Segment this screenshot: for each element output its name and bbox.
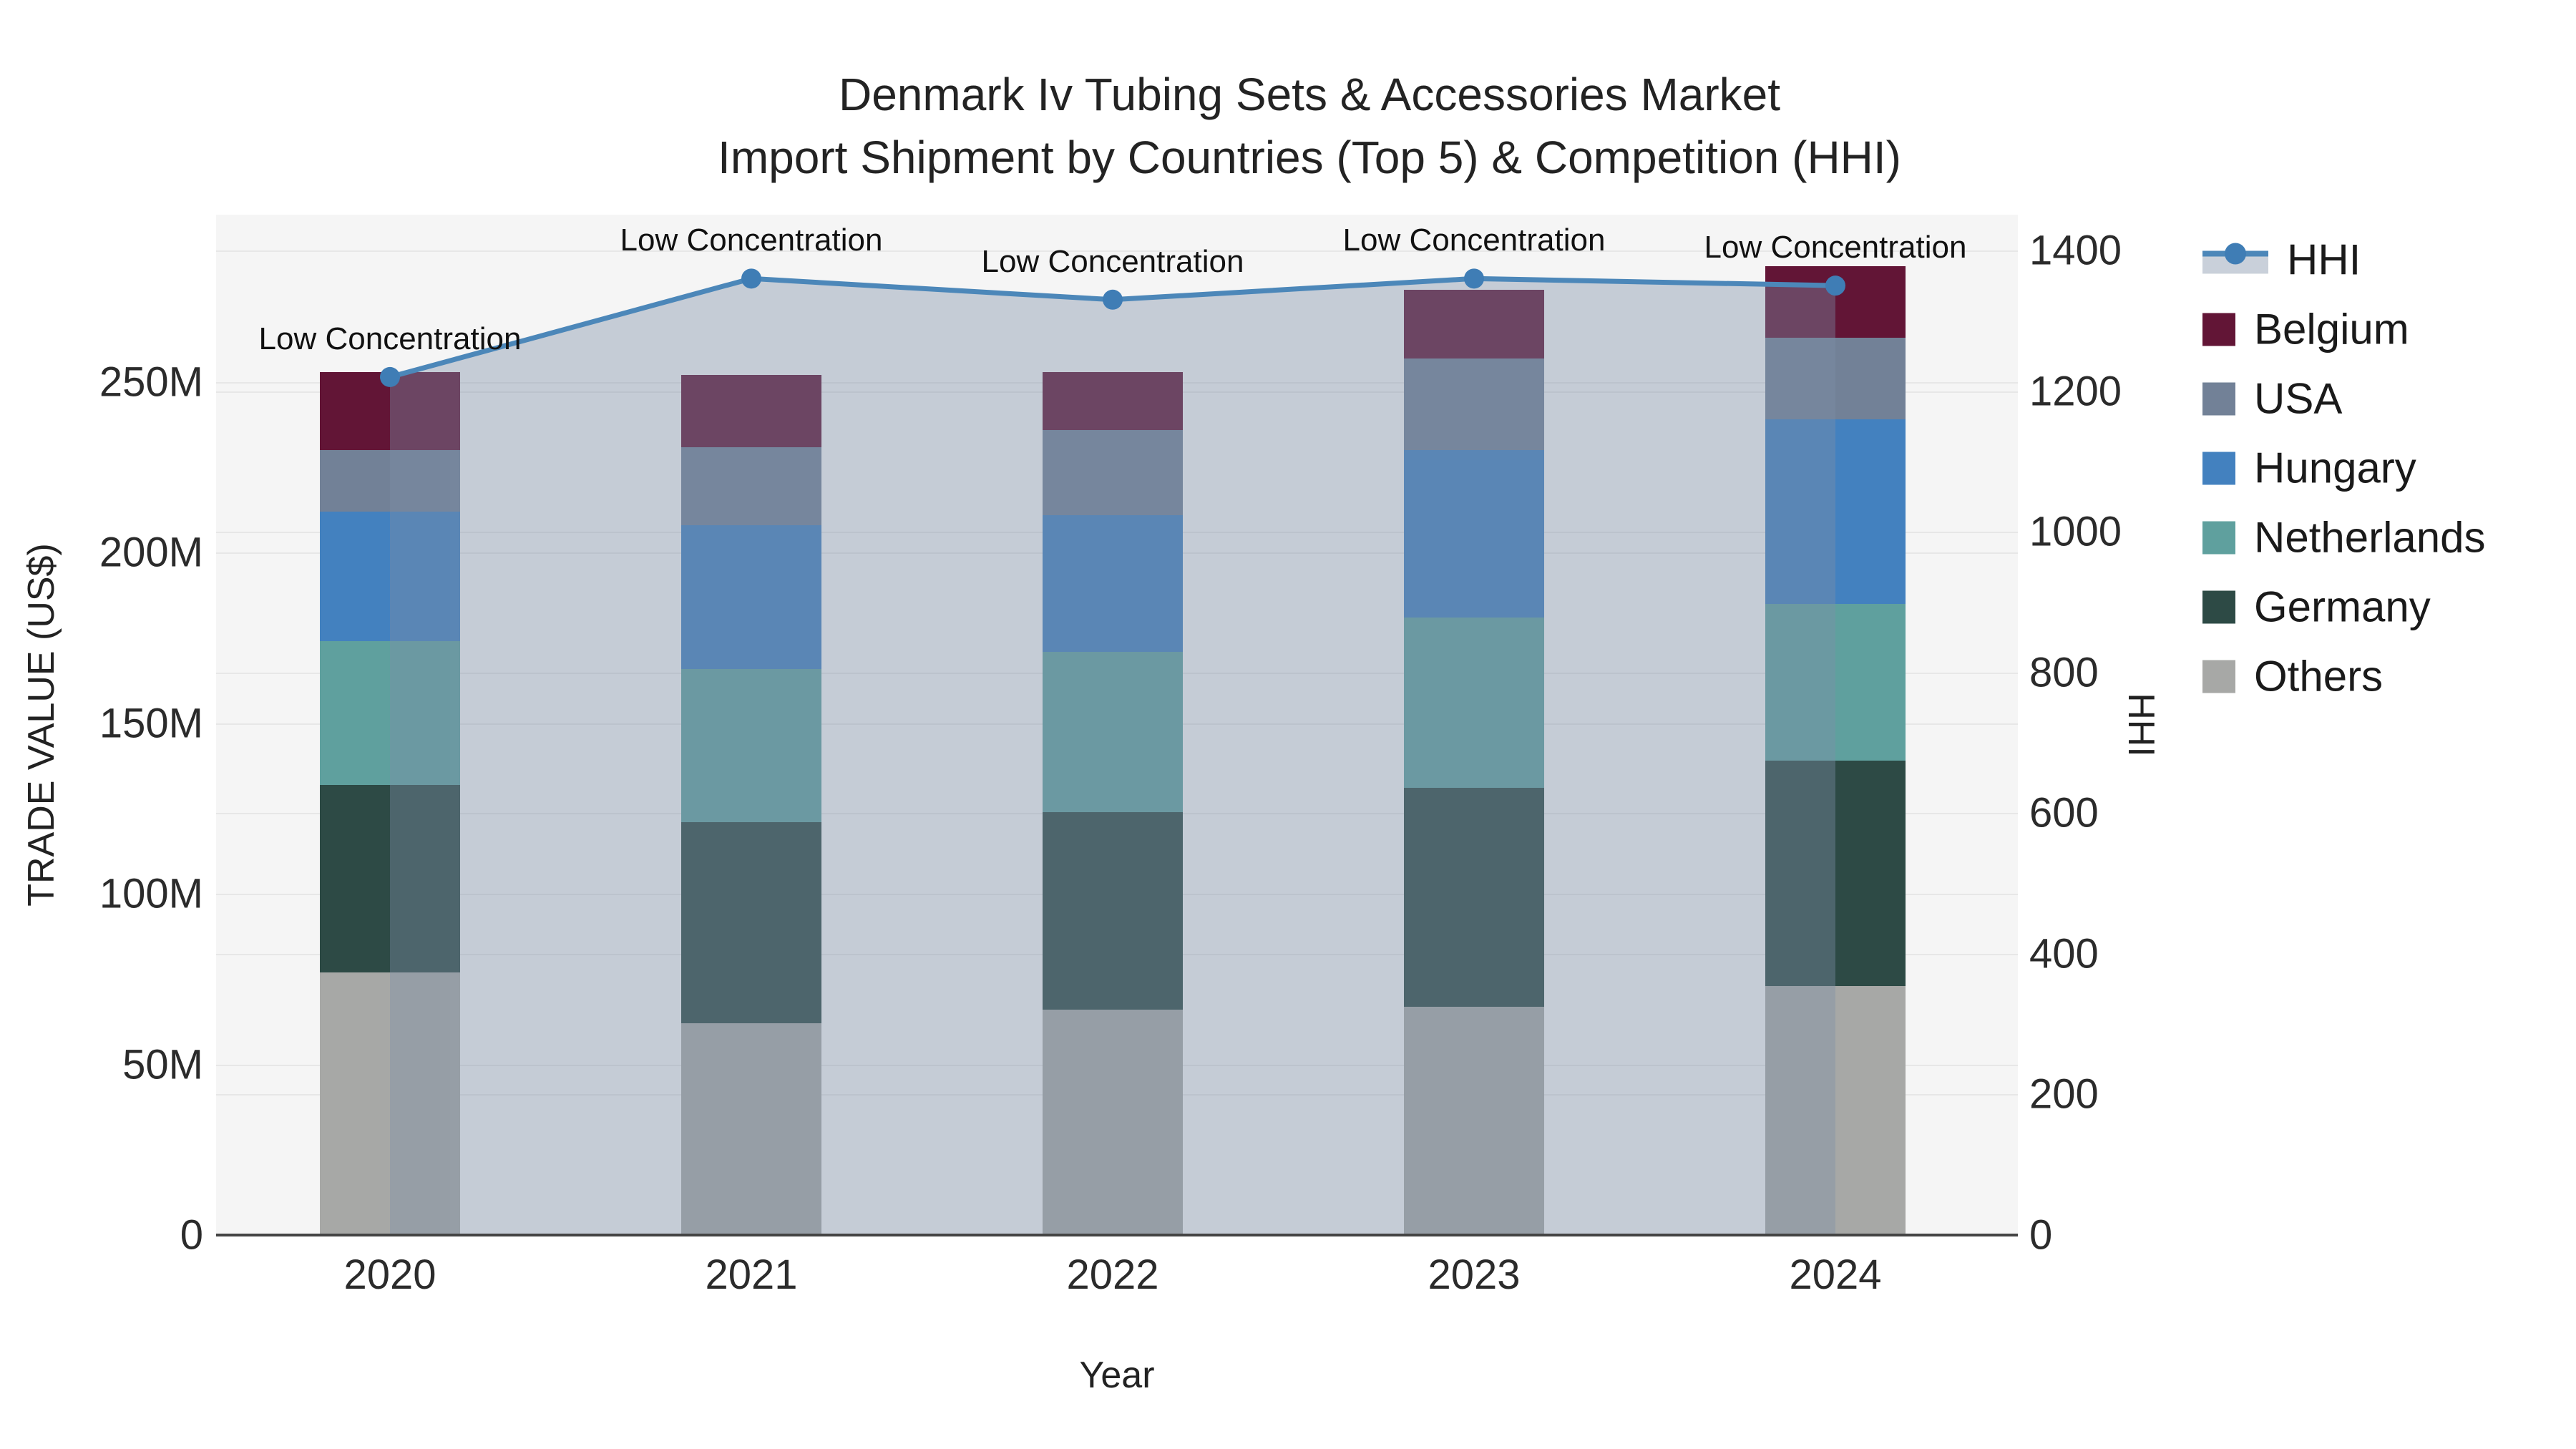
bar-segment-usa-2020 <box>320 450 460 512</box>
tick-yleft-100M: 100M <box>99 870 203 917</box>
bar-segment-usa-2024 <box>1765 338 1906 420</box>
y-axis-right-title: HHI <box>2120 693 2162 757</box>
tick-x-2021: 2021 <box>705 1252 798 1298</box>
bar-segment-others-2024 <box>1765 985 1906 1235</box>
bar-segment-hungary-2022 <box>1043 514 1183 652</box>
legend-item-usa[interactable]: USA <box>2202 374 2342 424</box>
bar-segment-others-2022 <box>1043 1010 1183 1235</box>
legend-label-netherlands: Netherlands <box>2254 513 2486 562</box>
bar-segment-belgium-2023 <box>1404 290 1544 358</box>
legend-item-belgium[interactable]: Belgium <box>2202 305 2409 354</box>
bar-segment-hungary-2020 <box>320 512 460 642</box>
bar-segment-belgium-2021 <box>681 375 821 447</box>
bar-segment-usa-2021 <box>681 447 821 526</box>
bar-segment-hungary-2021 <box>681 525 821 669</box>
tick-yright-1400: 1400 <box>2029 227 2122 274</box>
legend-label-others: Others <box>2254 652 2384 701</box>
legend-label-hhi: HHI <box>2287 235 2361 284</box>
bar-segment-others-2021 <box>681 1023 821 1235</box>
tick-yright-0: 0 <box>2029 1211 2053 1259</box>
tick-yright-1200: 1200 <box>2029 368 2122 415</box>
tick-yright-800: 800 <box>2029 649 2099 696</box>
annotation-2024: Low Concentration <box>1704 230 1967 265</box>
bar-segment-netherlands-2023 <box>1404 617 1544 789</box>
tick-x-2024: 2024 <box>1789 1252 1882 1298</box>
x-axis-title: Year <box>1079 1355 1155 1396</box>
bar-segment-netherlands-2024 <box>1765 603 1906 761</box>
chart-title: Denmark Iv Tubing Sets & Accessories Mar… <box>718 63 1901 190</box>
bar-segment-germany-2021 <box>681 822 821 1024</box>
legend-swatch-others-icon <box>2202 660 2235 693</box>
legend-swatch-germany-icon <box>2202 590 2235 623</box>
annotation-2020: Low Concentration <box>258 321 522 356</box>
bar-segment-germany-2023 <box>1404 788 1544 1007</box>
legend-label-belgium: Belgium <box>2254 305 2409 353</box>
annotation-2022: Low Concentration <box>981 243 1244 279</box>
legend-label-hungary: Hungary <box>2254 444 2416 492</box>
bar-segment-netherlands-2021 <box>681 668 821 823</box>
tick-yright-600: 600 <box>2029 789 2099 836</box>
legend-swatch-hungary-icon <box>2202 452 2235 484</box>
bar-segment-germany-2024 <box>1765 761 1906 986</box>
bar-segment-hungary-2024 <box>1765 419 1906 604</box>
legend-item-germany[interactable]: Germany <box>2202 582 2431 632</box>
tick-yleft-150M: 150M <box>99 700 203 747</box>
x-axis-line <box>216 1234 2018 1236</box>
tick-yleft-200M: 200M <box>99 529 203 576</box>
bar-segment-belgium-2022 <box>1043 371 1183 430</box>
bar-segment-germany-2022 <box>1043 811 1183 1010</box>
hhi-marker-swatch <box>2225 243 2246 264</box>
legend-label-usa: USA <box>2254 374 2343 423</box>
gridline-right-1400 <box>216 250 2018 252</box>
bar-segment-usa-2022 <box>1043 429 1183 515</box>
chart-title-line2: Import Shipment by Countries (Top 5) & C… <box>718 132 1901 184</box>
tick-yright-1000: 1000 <box>2029 508 2122 555</box>
tick-x-2020: 2020 <box>343 1252 436 1298</box>
tick-x-2022: 2022 <box>1066 1252 1159 1298</box>
plot-area <box>216 215 2018 1235</box>
bar-segment-netherlands-2022 <box>1043 651 1183 812</box>
annotation-2021: Low Concentration <box>620 223 883 258</box>
legend-item-others[interactable]: Others <box>2202 652 2383 701</box>
tick-yleft-0: 0 <box>180 1211 203 1259</box>
bar-segment-belgium-2024 <box>1765 265 1906 338</box>
legend-item-netherlands[interactable]: Netherlands <box>2202 513 2486 562</box>
chart-title-line1: Denmark Iv Tubing Sets & Accessories Mar… <box>838 69 1781 120</box>
legend-swatch-usa-icon <box>2202 382 2235 415</box>
tick-x-2023: 2023 <box>1428 1252 1521 1298</box>
y-axis-left-title: TRADE VALUE (US$) <box>21 543 62 907</box>
tick-yright-400: 400 <box>2029 930 2099 977</box>
legend-item-hhi[interactable]: HHI <box>2202 235 2361 285</box>
bar-segment-germany-2020 <box>320 784 460 972</box>
legend-swatch-netherlands-icon <box>2202 521 2235 554</box>
legend-item-hungary[interactable]: Hungary <box>2202 444 2416 493</box>
legend-swatch-belgium-icon <box>2202 313 2235 346</box>
hhi-line-sample-icon <box>2202 243 2268 275</box>
bar-segment-usa-2023 <box>1404 358 1544 451</box>
tick-yleft-50M: 50M <box>122 1041 203 1088</box>
bar-segment-hungary-2023 <box>1404 450 1544 618</box>
bar-segment-others-2020 <box>320 972 460 1235</box>
bar-segment-belgium-2020 <box>320 371 460 451</box>
legend-label-germany: Germany <box>2254 582 2431 631</box>
tick-yright-200: 200 <box>2029 1070 2099 1118</box>
annotation-2023: Low Concentration <box>1342 223 1606 258</box>
bar-segment-others-2023 <box>1404 1006 1544 1235</box>
bar-segment-netherlands-2020 <box>320 641 460 785</box>
tick-yleft-250M: 250M <box>99 358 203 406</box>
